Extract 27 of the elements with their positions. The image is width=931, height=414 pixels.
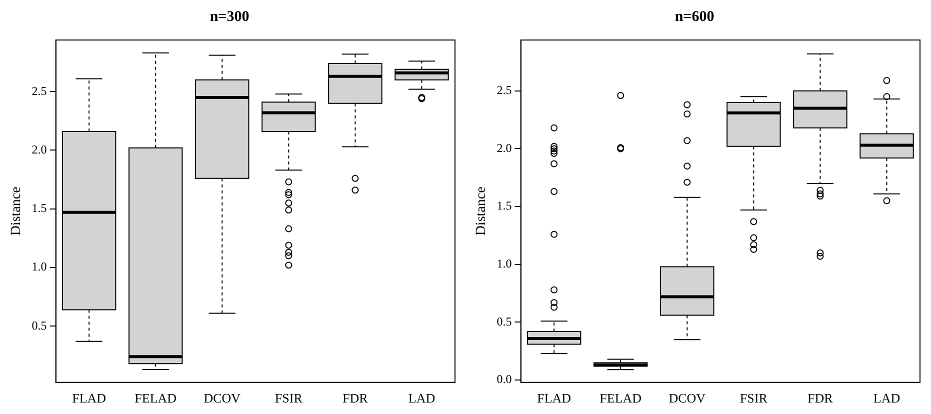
x-tick-label: LAD	[873, 390, 900, 406]
y-axis-title: Distance	[474, 186, 490, 236]
x-tick-label: LAD	[408, 390, 436, 406]
chart-title: n=600	[674, 8, 714, 25]
x-tick-label: FDR	[808, 390, 834, 406]
x-tick-label: FDR	[342, 390, 368, 406]
y-tick-label: 1.5	[496, 198, 512, 213]
y-tick-label: 1.5	[32, 201, 47, 216]
y-tick-label: 1.0	[32, 260, 47, 274]
x-tick-label: DCOV	[204, 390, 242, 406]
y-tick-label: 0.0	[496, 372, 512, 386]
y-axis-title: Distance	[9, 186, 24, 236]
x-tick-label: FELAD	[600, 390, 642, 406]
chart-title: n=300	[210, 8, 250, 25]
x-tick-label: FLAD	[72, 390, 106, 406]
y-tick-label: 2.5	[496, 83, 512, 98]
x-tick-label: FLAD	[537, 390, 572, 406]
x-tick-label: DCOV	[668, 390, 706, 406]
y-tick-label: 2.0	[496, 140, 512, 155]
x-tick-label: FSIR	[274, 390, 303, 406]
y-tick-label: 0.5	[496, 314, 512, 328]
y-tick-label: 2.0	[32, 142, 47, 156]
y-tick-label: 1.0	[496, 256, 512, 271]
y-tick-label: 2.5	[32, 84, 47, 98]
x-tick-label: FELAD	[134, 390, 177, 406]
x-tick-label: FSIR	[740, 390, 768, 406]
y-tick-label: 0.5	[32, 318, 47, 332]
